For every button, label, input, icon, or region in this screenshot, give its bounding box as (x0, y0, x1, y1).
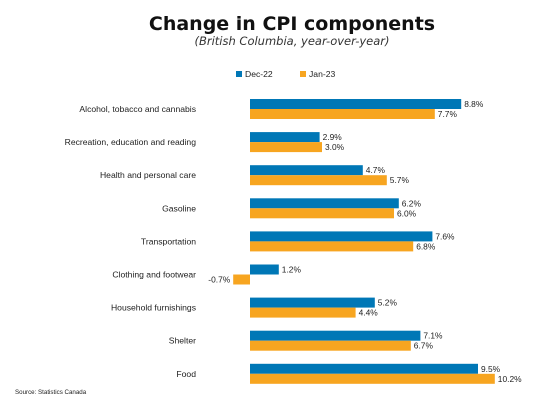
category-label: Household furnishings (111, 303, 196, 313)
category-label: Food (176, 369, 196, 379)
category-label: Health and personal care (100, 170, 196, 180)
category-label: Shelter (169, 336, 196, 346)
data-label: 5.2% (378, 298, 398, 308)
legend-label: Dec-22 (245, 69, 273, 79)
bar-dec-22 (250, 231, 433, 242)
data-label: 10.2% (498, 374, 522, 384)
data-label: 5.7% (390, 175, 410, 185)
data-label: 6.7% (414, 341, 434, 351)
bar-jan-23 (250, 208, 394, 219)
data-label: 6.0% (397, 208, 417, 218)
bar-jan-23 (233, 274, 250, 285)
data-label: 4.4% (359, 308, 379, 318)
legend-swatch-jan-23 (300, 71, 306, 77)
category-label: Transportation (141, 236, 196, 246)
plot-area: Alcohol, tobacco and cannabis 8.8% 7.7% Rec… (65, 99, 522, 384)
chart-subtitle: (British Columbia, year-over-year) (194, 34, 389, 48)
data-label: 6.8% (416, 241, 436, 251)
bar-dec-22 (250, 297, 375, 308)
bar-jan-23 (250, 307, 356, 318)
legend-swatch-dec-22 (236, 71, 242, 77)
category-label: Gasoline (162, 203, 196, 213)
bar-dec-22 (250, 165, 363, 176)
data-label: 1.2% (282, 265, 302, 275)
bar-dec-22 (250, 132, 320, 143)
bar-jan-23 (250, 241, 414, 252)
source-note: Source: Statistics Canada (15, 389, 87, 396)
legend-label: Jan-23 (309, 69, 335, 79)
bar-dec-22 (250, 264, 279, 275)
data-label: 4.7% (366, 165, 386, 175)
data-label: 7.7% (438, 109, 458, 119)
bar-dec-22 (250, 99, 462, 109)
data-label: 7.6% (435, 231, 455, 241)
bar-dec-22 (250, 198, 399, 209)
bar-jan-23 (250, 340, 411, 351)
bar-jan-23 (250, 175, 387, 186)
data-label: 7.1% (423, 331, 443, 341)
category-label: Clothing and footwear (112, 270, 196, 280)
bar-jan-23 (250, 373, 495, 384)
bar-dec-22 (250, 363, 478, 374)
chart-title: Change in CPI components (149, 13, 435, 35)
bar-jan-23 (250, 142, 322, 153)
data-label: 8.8% (464, 99, 484, 109)
category-label: Recreation, education and reading (65, 137, 197, 147)
bar-jan-23 (250, 109, 435, 119)
chart-legend: Dec-22 Jan-23 (236, 69, 335, 79)
category-label: Alcohol, tobacco and cannabis (79, 104, 196, 114)
data-label: 9.5% (481, 364, 501, 374)
data-label: 2.9% (323, 132, 343, 142)
bar-dec-22 (250, 330, 421, 341)
data-label: 6.2% (402, 198, 422, 208)
data-label: 3.0% (325, 142, 345, 152)
data-label: -0.7% (208, 275, 230, 285)
